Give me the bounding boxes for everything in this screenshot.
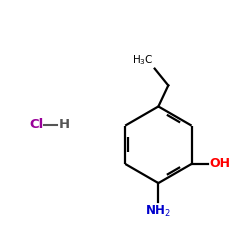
Text: OH: OH [210, 158, 231, 170]
Text: Cl: Cl [29, 118, 43, 132]
Text: NH$_2$: NH$_2$ [146, 204, 171, 219]
Text: H$_3$C: H$_3$C [132, 54, 154, 68]
Text: H: H [58, 118, 70, 132]
